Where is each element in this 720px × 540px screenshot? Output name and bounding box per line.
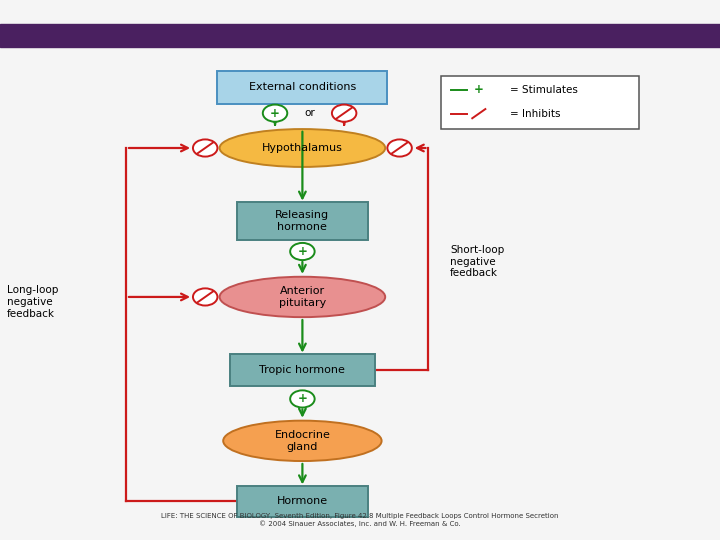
FancyBboxPatch shape <box>217 71 387 104</box>
Text: Endocrine
gland: Endocrine gland <box>274 430 330 451</box>
Text: Hormone: Hormone <box>276 496 328 507</box>
Text: External conditions: External conditions <box>249 83 356 92</box>
Text: = Stimulates: = Stimulates <box>510 85 578 95</box>
FancyBboxPatch shape <box>238 202 367 240</box>
Text: Short-loop
negative
feedback: Short-loop negative feedback <box>450 245 504 278</box>
Ellipse shape <box>223 421 382 461</box>
Circle shape <box>469 106 489 121</box>
Text: Anterior
pituitary: Anterior pituitary <box>279 286 326 308</box>
Text: +: + <box>270 107 280 120</box>
Circle shape <box>193 139 217 157</box>
Circle shape <box>193 288 217 306</box>
Text: Tropic hormone: Tropic hormone <box>259 365 346 375</box>
Text: +: + <box>474 84 484 97</box>
Text: Figure 42.8  Multiple Feedback Loops Control Hormone Secretion: Figure 42.8 Multiple Feedback Loops Cont… <box>6 32 391 45</box>
Text: +: + <box>297 393 307 406</box>
Text: or: or <box>305 108 315 118</box>
Circle shape <box>263 105 287 122</box>
Circle shape <box>469 83 489 97</box>
Circle shape <box>290 390 315 408</box>
Circle shape <box>387 139 412 157</box>
FancyBboxPatch shape <box>230 354 374 386</box>
Text: Long-loop
negative
feedback: Long-loop negative feedback <box>7 286 58 319</box>
Text: = Inhibits: = Inhibits <box>510 109 561 119</box>
FancyBboxPatch shape <box>238 486 367 517</box>
FancyBboxPatch shape <box>441 76 639 129</box>
Text: +: + <box>297 245 307 258</box>
Text: Releasing
hormone: Releasing hormone <box>275 211 330 232</box>
Bar <box>0 24 720 47</box>
Ellipse shape <box>220 129 385 167</box>
Circle shape <box>290 243 315 260</box>
Ellipse shape <box>220 276 385 317</box>
Text: Hypothalamus: Hypothalamus <box>262 143 343 153</box>
Circle shape <box>332 105 356 122</box>
Text: LIFE: THE SCIENCE OF BIOLOGY, Seventh Edition, Figure 42.8 Multiple Feedback Loo: LIFE: THE SCIENCE OF BIOLOGY, Seventh Ed… <box>161 513 559 526</box>
